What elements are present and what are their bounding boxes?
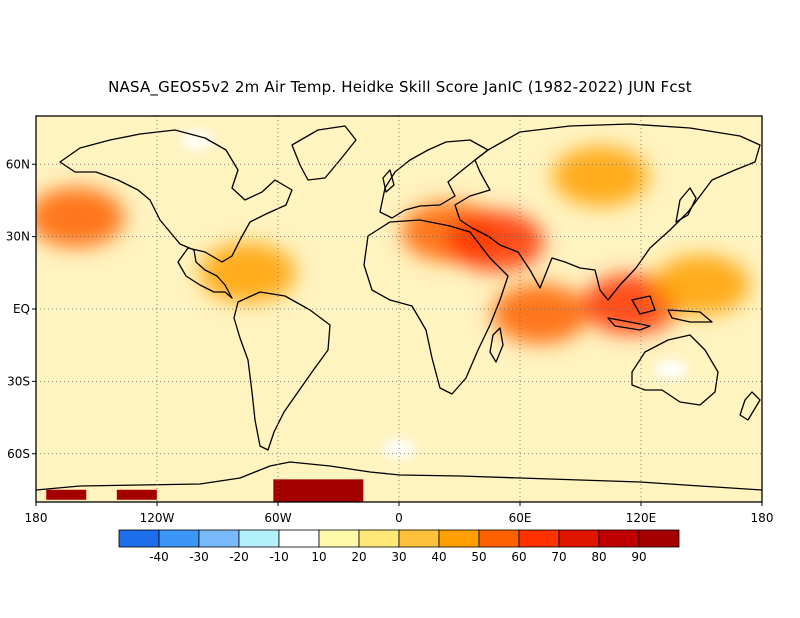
colorbar-label: 70 — [551, 550, 566, 564]
lon-tick-label: 180 — [25, 511, 48, 525]
colorbar-cell — [238, 529, 280, 548]
colorbar-cell — [118, 529, 160, 548]
hotspot-caribbean — [199, 242, 296, 303]
coast-north-america — [59, 129, 293, 299]
coast-antarctica — [36, 461, 762, 491]
colorbar-label: -20 — [229, 550, 249, 564]
coast-south-america — [233, 291, 331, 451]
lat-tick-label: 30N — [6, 230, 30, 244]
colorbar-label: -40 — [149, 550, 169, 564]
lon-tick-label: 0 — [395, 511, 403, 525]
colorbar-label: 80 — [591, 550, 606, 564]
lat-tick-label: 60N — [6, 157, 30, 171]
skill-field — [36, 146, 750, 344]
lon-tick-label: 60W — [264, 511, 291, 525]
colorbar-cell — [398, 529, 440, 548]
negative-spot-arctic-canada — [181, 130, 214, 151]
lat-tick-label: EQ — [13, 302, 30, 316]
map-title: NASA_GEOS5v2 2m Air Temp. Heidke Skill S… — [108, 78, 692, 96]
colorbar-label: 90 — [631, 550, 646, 564]
colorbar-cell — [278, 529, 320, 548]
lon-tick-label: 180 — [751, 511, 774, 525]
block-antarctic-ross — [46, 489, 87, 500]
colorbar-label: 20 — [351, 550, 366, 564]
colorbar-label: -30 — [189, 550, 209, 564]
lat-tick-label: 30S — [7, 374, 30, 388]
longitude-ticks: 180 120W 60W 0 60E 120E 180 — [25, 502, 774, 525]
hotspot-indian-ocean — [492, 283, 589, 344]
coast-africa — [363, 219, 509, 395]
antarctic-blocks — [46, 479, 364, 502]
colorbar: -40 -30 -20 -10 10 20 30 40 50 60 70 80 90 — [118, 529, 680, 564]
colorbar-cell — [318, 529, 360, 548]
coast-australia — [631, 334, 719, 406]
colorbar-label: 40 — [431, 550, 446, 564]
colorbar-label: 50 — [471, 550, 486, 564]
colorbar-cell — [518, 529, 560, 548]
colorbar-cell — [438, 529, 480, 548]
lon-tick-label: 120E — [626, 511, 657, 525]
colorbar-cell — [358, 529, 400, 548]
colorbar-cell — [598, 529, 640, 548]
coast-new-zealand — [739, 391, 761, 421]
colorbar-label: 30 — [391, 550, 406, 564]
colorbar-cell — [198, 529, 240, 548]
hotspot-tropical-pacific-west — [653, 254, 750, 315]
colorbar-cell — [478, 529, 520, 548]
colorbar-label: 60 — [511, 550, 526, 564]
coast-indonesia — [607, 295, 713, 331]
colorbar-cell — [638, 529, 680, 548]
lat-tick-label: 60S — [7, 447, 30, 461]
coast-greenland — [291, 125, 357, 181]
lon-tick-label: 60E — [509, 511, 532, 525]
coast-asia — [454, 123, 761, 301]
colorbar-cell — [558, 529, 600, 548]
block-antarctic-weddell — [273, 479, 364, 502]
coastlines — [36, 123, 762, 491]
hotspot-siberia — [552, 146, 649, 207]
colorbar-label: 10 — [311, 550, 326, 564]
block-antarctic-amundsen — [116, 489, 157, 500]
negative-spot-australia — [655, 359, 688, 380]
colorbar-label: -10 — [269, 550, 289, 564]
hotspot-north-pacific — [36, 187, 125, 248]
coast-madagascar — [489, 327, 504, 363]
latitude-ticks: 60N 30N EQ 30S 60S — [6, 157, 36, 461]
coast-japan — [675, 187, 697, 223]
gridlines — [36, 116, 762, 502]
skill-spots — [181, 130, 688, 459]
colorbar-cell — [158, 529, 200, 548]
lon-tick-label: 120W — [140, 511, 175, 525]
coast-uk — [382, 169, 395, 193]
